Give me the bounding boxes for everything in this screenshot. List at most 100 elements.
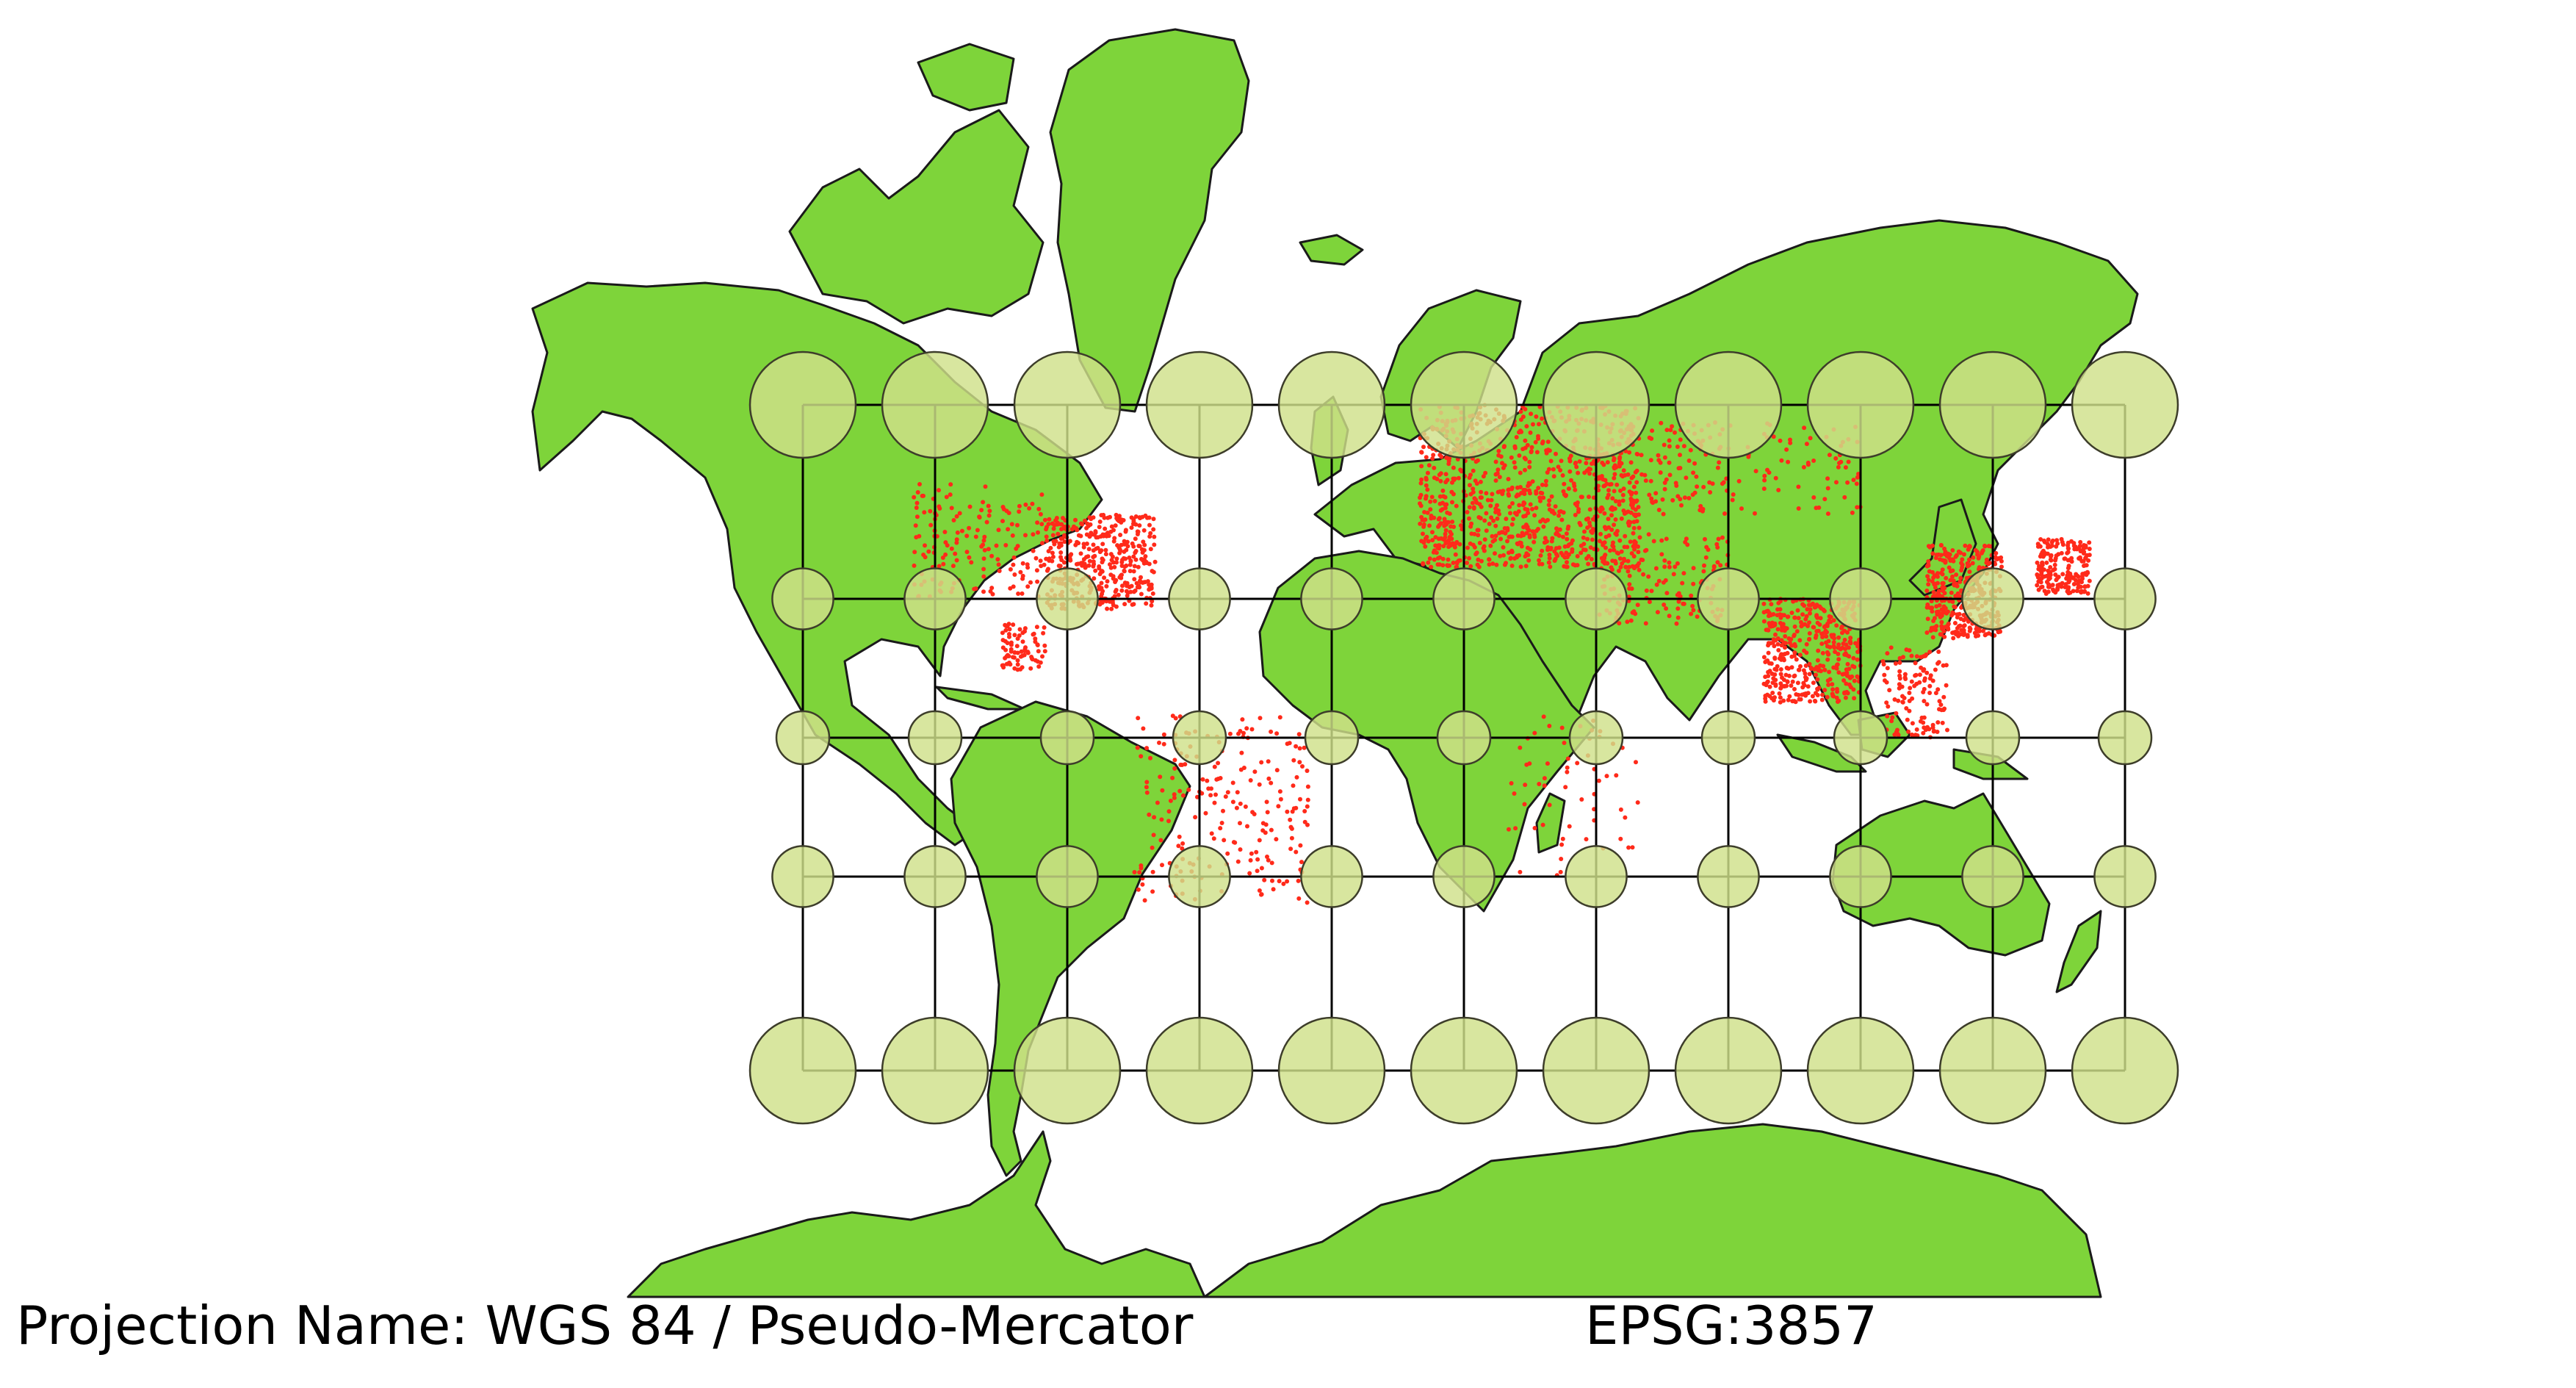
populated-place-dot bbox=[1632, 566, 1637, 571]
populated-place-dot bbox=[1845, 480, 1850, 485]
populated-place-dot bbox=[1058, 550, 1064, 555]
populated-place-dot bbox=[1789, 683, 1794, 688]
populated-place-dot bbox=[1814, 691, 1818, 696]
populated-place-dot bbox=[1833, 456, 1839, 461]
populated-place-dot bbox=[1691, 581, 1696, 586]
populated-place-dot bbox=[1298, 843, 1303, 848]
populated-place-dot bbox=[1999, 564, 2004, 569]
populated-place-dot bbox=[1230, 780, 1235, 785]
populated-place-dot bbox=[1017, 503, 1022, 508]
populated-place-dot bbox=[1484, 511, 1489, 516]
populated-place-dot bbox=[1517, 453, 1522, 458]
populated-place-dot bbox=[1472, 544, 1477, 550]
populated-place-dot bbox=[1559, 842, 1565, 847]
populated-place-dot bbox=[1119, 517, 1124, 522]
populated-place-dot bbox=[1931, 729, 1936, 734]
populated-place-dot bbox=[1544, 448, 1549, 453]
populated-place-dot bbox=[948, 482, 953, 487]
populated-place-dot bbox=[1948, 569, 1953, 574]
populated-place-dot bbox=[1487, 522, 1492, 526]
populated-place-dot bbox=[1587, 467, 1592, 471]
populated-place-dot bbox=[1061, 516, 1065, 520]
populated-place-dot bbox=[1274, 768, 1280, 773]
populated-place-dot bbox=[1812, 605, 1817, 610]
populated-place-dot bbox=[1113, 589, 1118, 594]
populated-place-dot bbox=[1509, 522, 1515, 527]
populated-place-dot bbox=[1456, 475, 1461, 481]
populated-place-dot bbox=[1902, 672, 1908, 677]
populated-place-dot bbox=[1634, 451, 1639, 456]
populated-place-dot bbox=[1186, 787, 1191, 792]
populated-place-dot bbox=[1020, 561, 1025, 566]
populated-place-dot bbox=[1618, 807, 1623, 812]
populated-place-dot bbox=[1038, 558, 1043, 564]
populated-place-dot bbox=[1673, 481, 1678, 486]
populated-place-dot bbox=[1554, 526, 1559, 531]
populated-place-dot bbox=[2066, 546, 2071, 551]
populated-place-dot bbox=[1807, 620, 1811, 625]
populated-place-dot bbox=[1530, 529, 1535, 534]
populated-place-dot bbox=[1688, 447, 1693, 453]
populated-place-dot bbox=[1629, 503, 1634, 508]
populated-place-dot bbox=[1559, 725, 1565, 730]
populated-place-dot bbox=[1540, 416, 1545, 421]
populated-place-dot bbox=[1559, 459, 1564, 464]
populated-place-dot bbox=[1827, 614, 1832, 619]
populated-place-dot bbox=[1547, 498, 1552, 503]
populated-place-dot bbox=[1671, 572, 1676, 577]
populated-place-dot bbox=[1584, 461, 1589, 466]
populated-place-dot bbox=[1425, 470, 1430, 475]
populated-place-dot bbox=[1136, 529, 1141, 534]
populated-place-dot bbox=[1004, 508, 1009, 514]
populated-place-dot bbox=[1501, 465, 1506, 470]
populated-place-dot bbox=[1819, 697, 1825, 702]
populated-place-dot bbox=[1527, 459, 1532, 464]
populated-place-dot bbox=[1236, 731, 1241, 736]
populated-place-dot bbox=[1131, 554, 1136, 559]
populated-place-dot bbox=[1125, 539, 1130, 544]
populated-place-dot bbox=[1245, 824, 1249, 829]
populated-place-dot bbox=[1950, 630, 1955, 636]
populated-place-dot bbox=[1825, 486, 1830, 491]
populated-place-dot bbox=[1497, 511, 1501, 517]
populated-place-dot bbox=[1003, 628, 1009, 633]
populated-place-dot bbox=[1664, 536, 1669, 542]
populated-place-dot bbox=[1430, 538, 1435, 543]
populated-place-dot bbox=[1918, 719, 1923, 724]
populated-place-dot bbox=[1559, 857, 1564, 861]
populated-place-dot bbox=[1930, 678, 1935, 683]
populated-place-dot bbox=[1980, 548, 1985, 553]
populated-place-dot bbox=[1148, 547, 1153, 552]
indicatrix-circle bbox=[1277, 1016, 1386, 1125]
populated-place-dot bbox=[1487, 557, 1492, 562]
indicatrix-circle bbox=[907, 710, 963, 766]
populated-place-dot bbox=[1009, 522, 1014, 527]
populated-place-dot bbox=[1634, 760, 1638, 765]
populated-place-dot bbox=[1476, 564, 1482, 569]
indicatrix-circle bbox=[1542, 1016, 1650, 1125]
populated-place-dot bbox=[1247, 871, 1252, 876]
populated-place-dot bbox=[1772, 666, 1778, 672]
populated-place-dot bbox=[1560, 553, 1565, 558]
populated-place-dot bbox=[1983, 632, 1988, 637]
populated-place-dot bbox=[1012, 572, 1017, 577]
populated-place-dot bbox=[1925, 616, 1930, 622]
populated-place-dot bbox=[1525, 507, 1530, 512]
populated-place-dot bbox=[1147, 561, 1152, 567]
populated-place-dot bbox=[1561, 489, 1566, 494]
populated-place-dot bbox=[1575, 563, 1580, 568]
land-layer bbox=[531, 28, 2139, 1298]
populated-place-dot bbox=[2077, 544, 2082, 548]
populated-place-dot bbox=[1808, 611, 1812, 616]
populated-place-dot bbox=[1625, 619, 1630, 625]
populated-place-dot bbox=[1662, 486, 1667, 492]
populated-place-dot bbox=[1609, 513, 1614, 518]
populated-place-dot bbox=[1808, 699, 1813, 704]
populated-place-dot bbox=[1606, 488, 1612, 493]
populated-place-dot bbox=[1746, 454, 1751, 459]
populated-place-dot bbox=[1011, 555, 1017, 560]
populated-place-dot bbox=[1421, 524, 1426, 529]
populated-place-dot bbox=[1834, 695, 1839, 700]
populated-place-dot bbox=[1730, 497, 1735, 503]
populated-place-dot bbox=[1939, 619, 1944, 625]
